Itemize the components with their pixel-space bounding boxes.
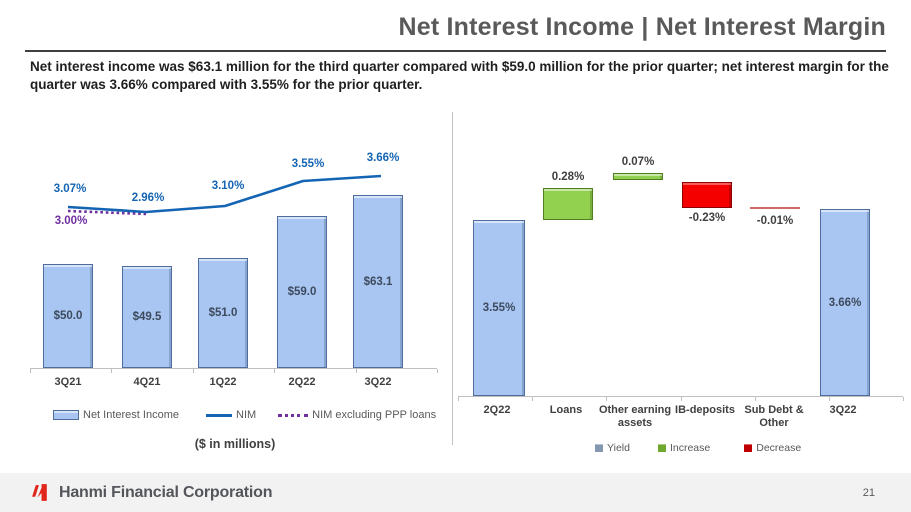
right-chart-legend: Yield Increase Decrease xyxy=(595,442,801,454)
nim-point-label: 3.66% xyxy=(366,152,400,164)
bar-1q22: $51.0 xyxy=(198,258,248,368)
waterfall-bar-ib-deposits xyxy=(682,182,732,208)
nim-point-label: 2.96% xyxy=(131,192,165,204)
nim-waterfall-chart: 3.55% 3.66% 0.28% 0.07% -0.23% -0.01% 2Q… xyxy=(455,110,911,455)
ib-deposits-delta-label: -0.23% xyxy=(688,212,726,224)
x-label-2q22: 2Q22 xyxy=(288,376,316,388)
bar-value-label: 3.66% xyxy=(828,296,862,309)
waterfall-bar-other-earning-assets xyxy=(613,173,663,180)
millions-footnote: ($ in millions) xyxy=(194,437,276,451)
company-name: Hanmi Financial Corporation xyxy=(59,483,273,501)
legend-label: NIM xyxy=(236,409,257,421)
nim-lines-overlay xyxy=(67,174,382,216)
legend-item-nim: NIM xyxy=(206,409,256,421)
bar-4q21: $49.5 xyxy=(122,266,172,368)
legend-label: Yield xyxy=(607,442,630,454)
waterfall-bar-sub-debt-other xyxy=(750,207,800,209)
legend-item-decrease: Decrease xyxy=(744,442,801,454)
legend-item-nim-excl-ppp: NIM excluding PPP loans xyxy=(278,409,436,421)
x-label-other-earning-assets: Other earning assets xyxy=(598,404,672,429)
legend-label: Net Interest Income xyxy=(83,409,179,421)
bar-value-label: $49.5 xyxy=(132,311,162,323)
x-axis xyxy=(458,396,903,397)
x-label-3q22: 3Q22 xyxy=(829,404,857,416)
x-label-3q21: 3Q21 xyxy=(54,376,82,388)
bar-value-label: $59.0 xyxy=(287,286,317,298)
page-title: Net Interest Income | Net Interest Margi… xyxy=(398,13,886,41)
legend-item-net-interest-income: Net Interest Income xyxy=(53,409,179,421)
nim-point-label: 3.10% xyxy=(211,180,245,192)
yield-swatch-icon xyxy=(595,444,603,452)
x-label-sub-debt-other: Sub Debt & Other xyxy=(744,404,804,429)
nim-excl-ppp-label: 3.00% xyxy=(54,215,88,227)
other-earning-delta-label: 0.07% xyxy=(621,156,655,168)
x-label-2q22: 2Q22 xyxy=(483,404,511,416)
bar-3q21: $50.0 xyxy=(43,264,93,368)
loans-delta-label: 0.28% xyxy=(551,171,585,183)
increase-swatch-icon xyxy=(657,444,666,452)
waterfall-bar-3q22: 3.66% xyxy=(820,209,870,396)
waterfall-bar-2q22: 3.55% xyxy=(473,220,525,396)
x-label-3q22: 3Q22 xyxy=(364,376,392,388)
nim-excluding-ppp-line xyxy=(67,209,147,216)
footer: Hanmi Financial Corporation 21 xyxy=(0,473,911,512)
legend-item-yield: Yield xyxy=(595,442,630,454)
waterfall-bar-loans xyxy=(543,188,593,220)
x-label-ib-deposits: IB-deposits xyxy=(675,404,735,416)
bar-2q22: $59.0 xyxy=(277,216,327,368)
bar-value-label: $51.0 xyxy=(208,307,238,319)
nim-point-label: 3.55% xyxy=(291,158,325,170)
x-label-loans: Loans xyxy=(549,404,583,416)
title-rule xyxy=(25,50,886,52)
slide-subtitle: Net interest income was $63.1 million fo… xyxy=(30,59,889,92)
page-number: 21 xyxy=(862,487,875,499)
legend-item-increase: Increase xyxy=(657,442,711,454)
x-label-4q21: 4Q21 xyxy=(133,376,161,388)
chart-divider xyxy=(452,112,453,445)
dotted-swatch-icon xyxy=(278,413,309,417)
nim-point-label: 3.07% xyxy=(53,183,87,195)
legend-label: Decrease xyxy=(756,442,802,454)
sub-debt-delta-label: -0.01% xyxy=(756,215,794,227)
bar-swatch-icon xyxy=(53,410,79,420)
line-swatch-icon xyxy=(206,413,232,417)
x-axis xyxy=(30,368,437,369)
x-label-1q22: 1Q22 xyxy=(209,376,237,388)
decrease-swatch-icon xyxy=(744,444,753,452)
left-chart-legend: Net Interest Income NIM NIM excluding PP… xyxy=(53,409,436,421)
net-interest-income-chart: $50.0 $49.5 $51.0 $59.0 $63.1 3.07% 2.96… xyxy=(25,110,445,455)
bar-value-label: $50.0 xyxy=(53,310,83,322)
legend-label: Increase xyxy=(669,442,711,454)
bar-value-label: 3.55% xyxy=(482,302,516,314)
hanmi-logo-icon xyxy=(32,484,47,501)
nim-line xyxy=(67,174,382,214)
company-logo: Hanmi Financial Corporation xyxy=(30,482,272,503)
bar-3q22: $63.1 xyxy=(353,195,403,368)
bar-value-label: $63.1 xyxy=(363,275,393,288)
legend-label: NIM excluding PPP loans xyxy=(312,409,437,421)
